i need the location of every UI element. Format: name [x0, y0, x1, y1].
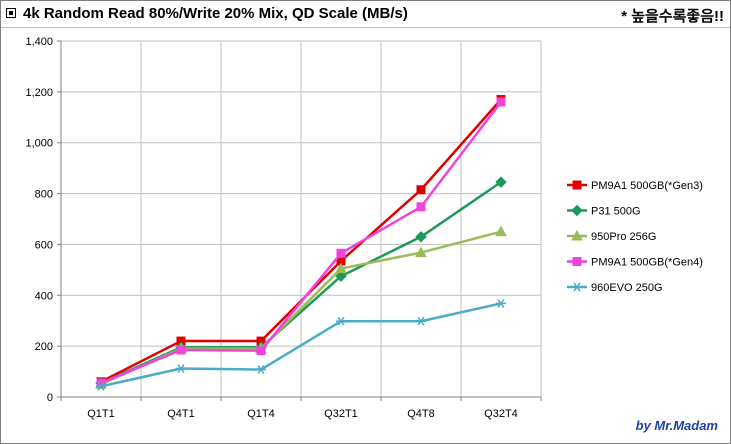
data-point [496, 298, 506, 308]
y-tick-label: 400 [35, 290, 53, 302]
y-tick-label: 1,200 [25, 87, 53, 99]
data-point [176, 345, 186, 355]
legend-marker [571, 229, 583, 241]
author-credit: by Mr.Madam [635, 418, 718, 433]
data-point [416, 316, 426, 326]
x-tick-label: Q4T8 [407, 408, 435, 420]
data-point [416, 202, 426, 212]
y-tick-label: 1,400 [25, 36, 53, 48]
y-tick-label: 0 [47, 392, 53, 404]
x-tick-label: Q1T4 [247, 408, 275, 420]
data-point [256, 346, 266, 356]
data-point [256, 365, 266, 374]
legend-label: 960EVO 250G [591, 282, 663, 294]
y-tick-label: 600 [35, 239, 53, 251]
legend-label: PM9A1 500GB(*Gen4) [591, 257, 703, 269]
title-square-icon [6, 8, 16, 18]
x-tick-label: Q4T1 [167, 408, 195, 420]
legend-marker [571, 204, 583, 217]
data-point [335, 270, 347, 282]
x-tick-label: Q32T1 [324, 408, 358, 420]
data-point [415, 231, 427, 243]
legend-label: PM9A1 500GB(*Gen3) [591, 180, 703, 192]
data-point [176, 364, 186, 373]
data-point [336, 248, 346, 258]
x-tick-label: Q1T1 [87, 408, 115, 420]
data-point [336, 316, 346, 326]
data-point [495, 176, 507, 188]
y-tick-label: 800 [35, 189, 53, 201]
data-point [495, 225, 507, 237]
data-point [415, 246, 427, 258]
legend-label: 950Pro 256G [591, 231, 656, 243]
x-tick-label: Q32T4 [484, 408, 518, 420]
series-line-5 [100, 302, 502, 388]
legend-marker [572, 180, 582, 190]
chart-note: * 높을수록좋음!! [621, 8, 724, 25]
legend-marker [572, 282, 582, 292]
legend-label: P31 500G [591, 206, 641, 218]
y-tick-label: 200 [35, 341, 53, 353]
data-point [96, 381, 106, 391]
chart-header: 4k Random Read 80%/Write 20% Mix, QD Sca… [1, 1, 730, 28]
data-point [416, 185, 426, 195]
legend-marker [572, 257, 582, 266]
data-point [496, 97, 506, 107]
series-line-4 [100, 101, 502, 385]
data-point [335, 262, 347, 274]
chart-title: 4k Random Read 80%/Write 20% Mix, QD Sca… [23, 5, 408, 22]
y-tick-label: 1,000 [25, 138, 53, 150]
